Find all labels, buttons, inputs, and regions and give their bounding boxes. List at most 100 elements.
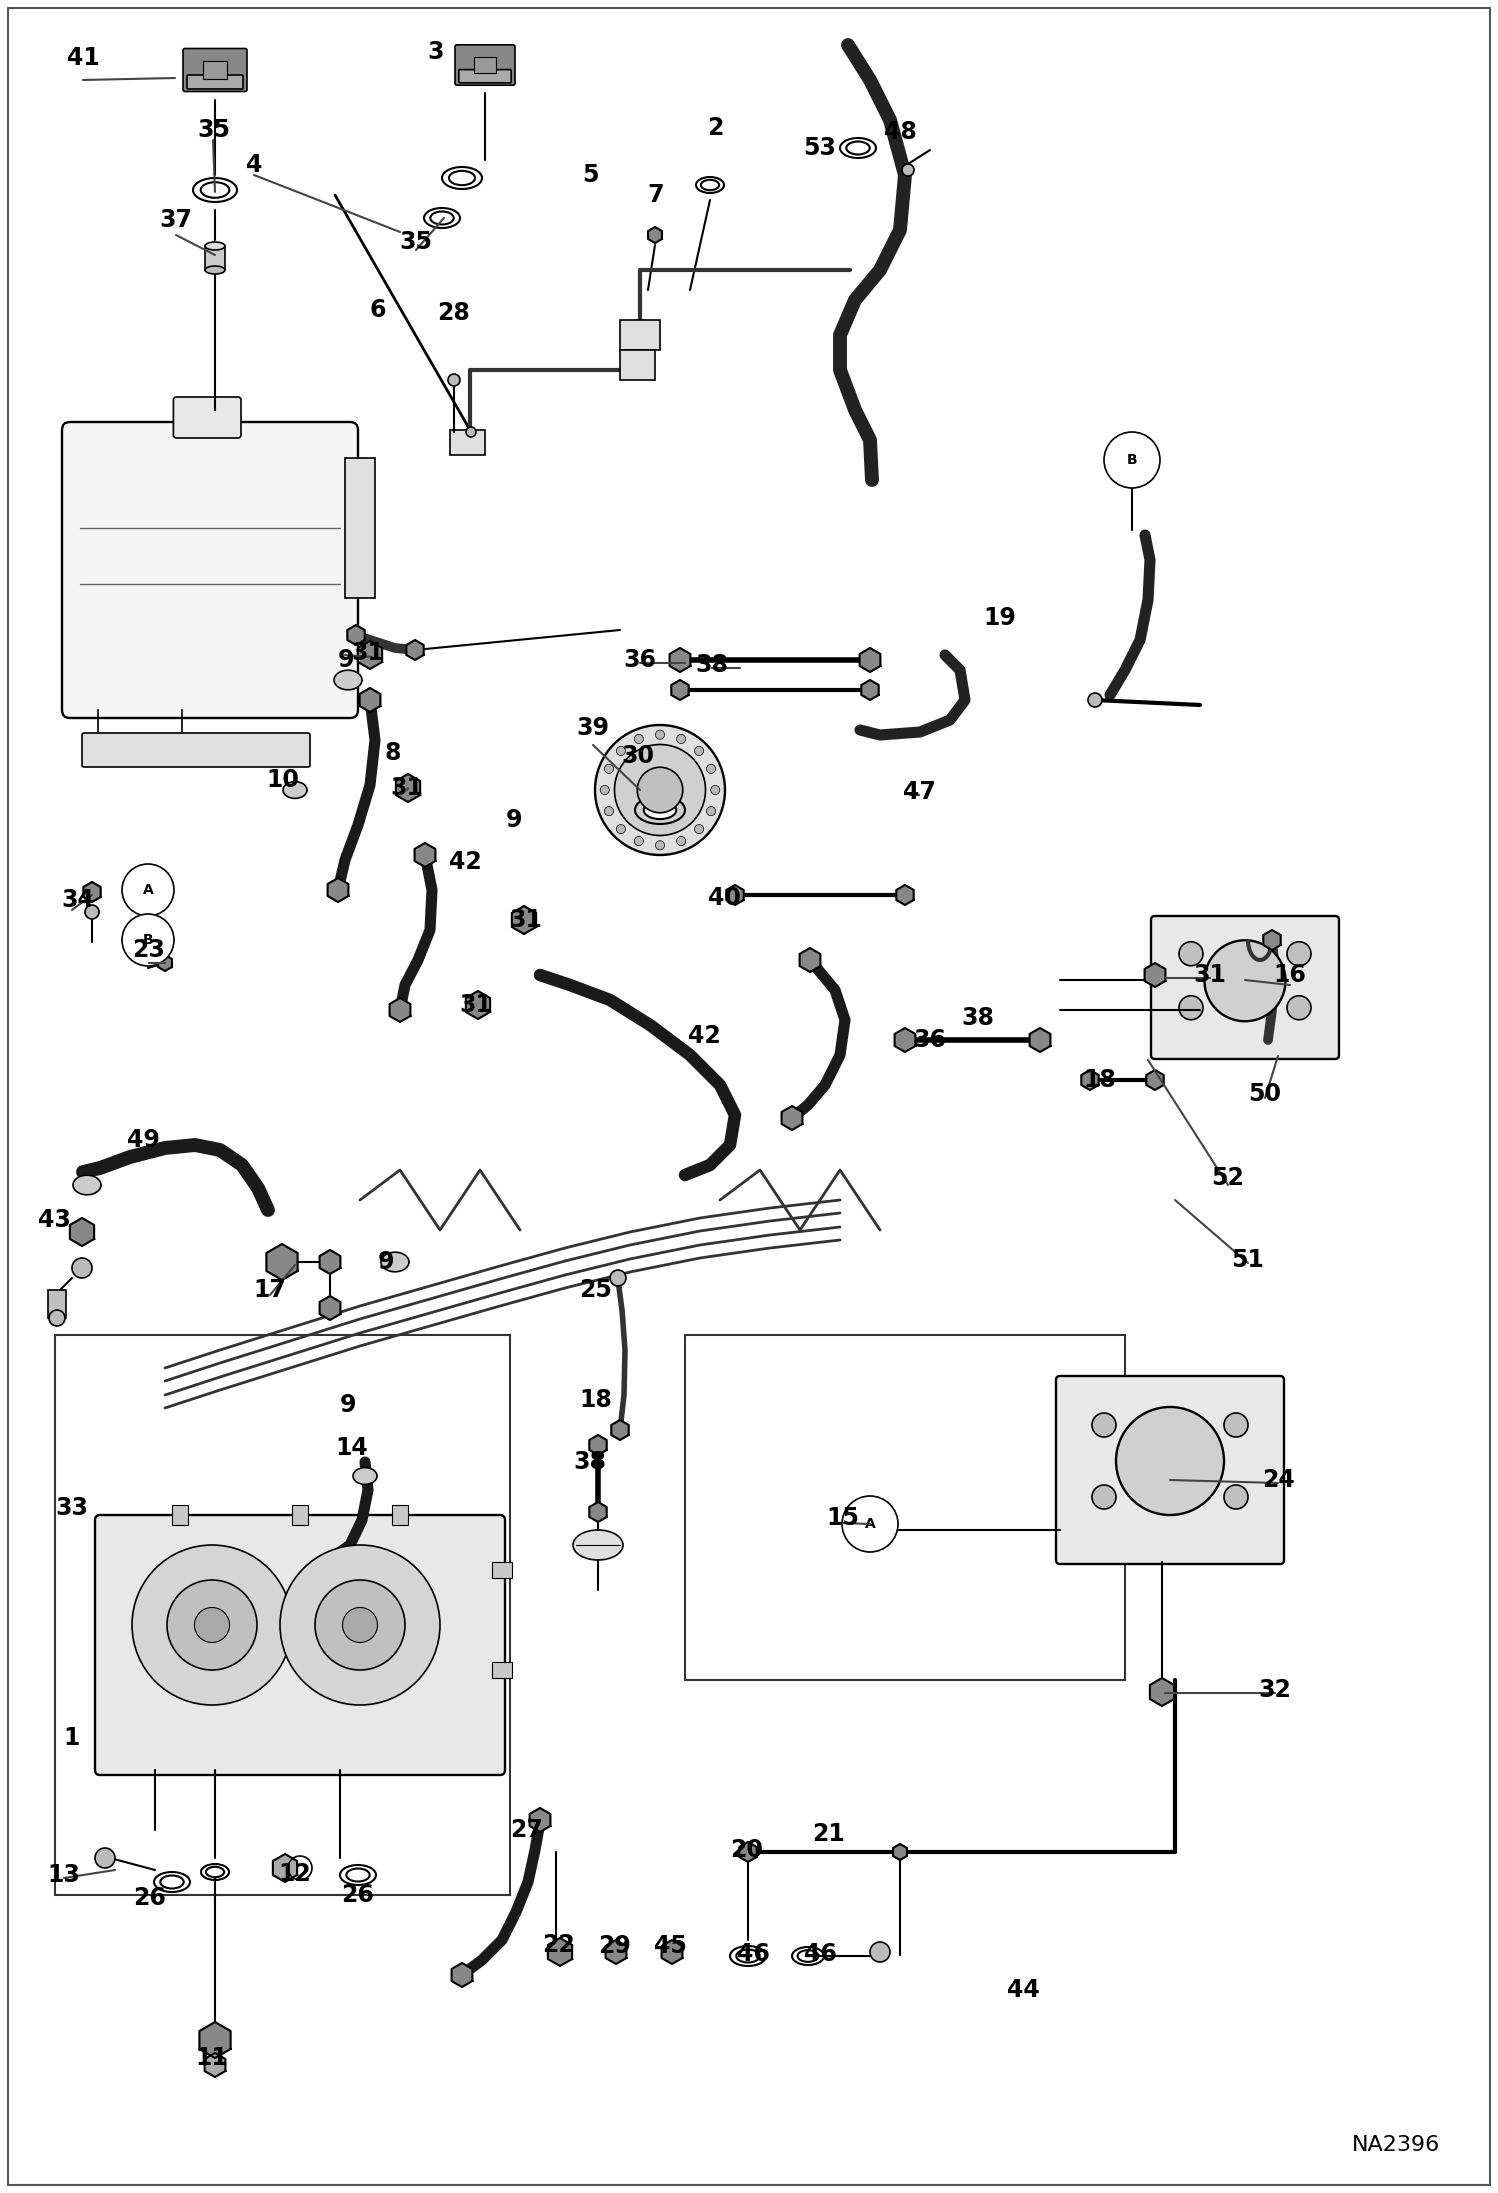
Circle shape [1092, 1485, 1116, 1509]
Circle shape [634, 735, 644, 743]
Polygon shape [861, 680, 879, 700]
Polygon shape [662, 1941, 683, 1965]
Bar [620, 320, 661, 351]
Bar [292, 1504, 309, 1524]
FancyBboxPatch shape [187, 75, 243, 90]
Bar [48, 1289, 66, 1318]
Bar [620, 351, 655, 379]
Polygon shape [727, 886, 743, 906]
Text: 9: 9 [340, 1393, 357, 1417]
Circle shape [870, 1943, 890, 1963]
Polygon shape [451, 1963, 472, 1987]
Circle shape [902, 164, 914, 175]
Text: 5: 5 [581, 162, 598, 186]
Polygon shape [267, 1243, 298, 1281]
Circle shape [677, 735, 686, 743]
Text: 28: 28 [437, 300, 470, 325]
Text: 45: 45 [653, 1934, 686, 1958]
Circle shape [1092, 1412, 1116, 1436]
Ellipse shape [205, 241, 225, 250]
Text: 1: 1 [64, 1726, 81, 1750]
Text: 51: 51 [1231, 1248, 1264, 1272]
Polygon shape [1144, 963, 1165, 987]
Circle shape [1116, 1408, 1224, 1515]
Circle shape [72, 1259, 91, 1279]
Ellipse shape [846, 143, 870, 154]
Bar [172, 1504, 189, 1524]
Ellipse shape [160, 1875, 184, 1888]
Text: 43: 43 [37, 1208, 70, 1232]
Circle shape [610, 1270, 626, 1285]
Polygon shape [740, 1842, 756, 1862]
Text: 49: 49 [126, 1127, 159, 1151]
Ellipse shape [380, 1252, 409, 1272]
FancyBboxPatch shape [1056, 1375, 1284, 1564]
Polygon shape [389, 998, 410, 1022]
FancyBboxPatch shape [94, 1515, 505, 1774]
Text: 17: 17 [253, 1279, 286, 1303]
Ellipse shape [449, 171, 475, 184]
Text: 6: 6 [370, 298, 386, 322]
Circle shape [1224, 1485, 1248, 1509]
Text: 26: 26 [342, 1884, 374, 1908]
Polygon shape [1263, 930, 1281, 950]
Polygon shape [84, 882, 100, 901]
Polygon shape [1150, 1678, 1174, 1706]
Polygon shape [893, 1844, 906, 1860]
Ellipse shape [701, 180, 719, 191]
Polygon shape [1029, 1029, 1050, 1053]
Polygon shape [319, 1296, 340, 1320]
Circle shape [656, 730, 665, 739]
Ellipse shape [201, 182, 229, 197]
Text: NA2396: NA2396 [1351, 2136, 1440, 2156]
Circle shape [49, 1309, 64, 1327]
Text: 31: 31 [460, 993, 493, 1018]
Ellipse shape [346, 1868, 370, 1882]
Text: 46: 46 [803, 1943, 836, 1965]
Text: 38: 38 [962, 1007, 995, 1031]
Text: 42: 42 [688, 1024, 721, 1048]
Polygon shape [319, 1250, 340, 1274]
Text: 2: 2 [707, 116, 724, 140]
Text: 32: 32 [1258, 1678, 1291, 1702]
Text: 11: 11 [196, 2046, 228, 2070]
Text: 15: 15 [827, 1507, 860, 1531]
Polygon shape [395, 774, 419, 803]
Text: 26: 26 [133, 1886, 166, 1910]
Text: 4: 4 [246, 154, 262, 178]
Circle shape [634, 836, 644, 846]
Text: B: B [1126, 454, 1137, 467]
Ellipse shape [283, 781, 307, 798]
Circle shape [1233, 941, 1257, 965]
Text: 46: 46 [737, 1943, 770, 1965]
Circle shape [707, 765, 716, 774]
Bar [449, 430, 485, 454]
Circle shape [166, 1579, 258, 1671]
Text: 10: 10 [267, 768, 300, 792]
Polygon shape [348, 625, 364, 645]
Text: 9: 9 [506, 807, 523, 831]
Polygon shape [70, 1217, 94, 1246]
Text: 13: 13 [48, 1864, 81, 1886]
Circle shape [604, 765, 614, 774]
Text: 44: 44 [1007, 1978, 1040, 2002]
Text: 27: 27 [511, 1818, 544, 1842]
Text: 3: 3 [428, 39, 445, 64]
Text: 35: 35 [400, 230, 433, 254]
Circle shape [132, 1546, 292, 1704]
FancyBboxPatch shape [455, 44, 515, 86]
Circle shape [195, 1607, 229, 1643]
Circle shape [1233, 996, 1257, 1020]
Bar [491, 1561, 512, 1579]
Circle shape [280, 1546, 440, 1704]
Ellipse shape [797, 1950, 818, 1963]
Circle shape [616, 825, 626, 833]
Text: 8: 8 [385, 741, 401, 765]
Polygon shape [159, 954, 172, 971]
Text: 36: 36 [623, 647, 656, 671]
Polygon shape [782, 1105, 803, 1129]
Circle shape [710, 785, 721, 794]
Circle shape [595, 726, 725, 855]
Polygon shape [1082, 1070, 1098, 1090]
Polygon shape [328, 877, 349, 901]
